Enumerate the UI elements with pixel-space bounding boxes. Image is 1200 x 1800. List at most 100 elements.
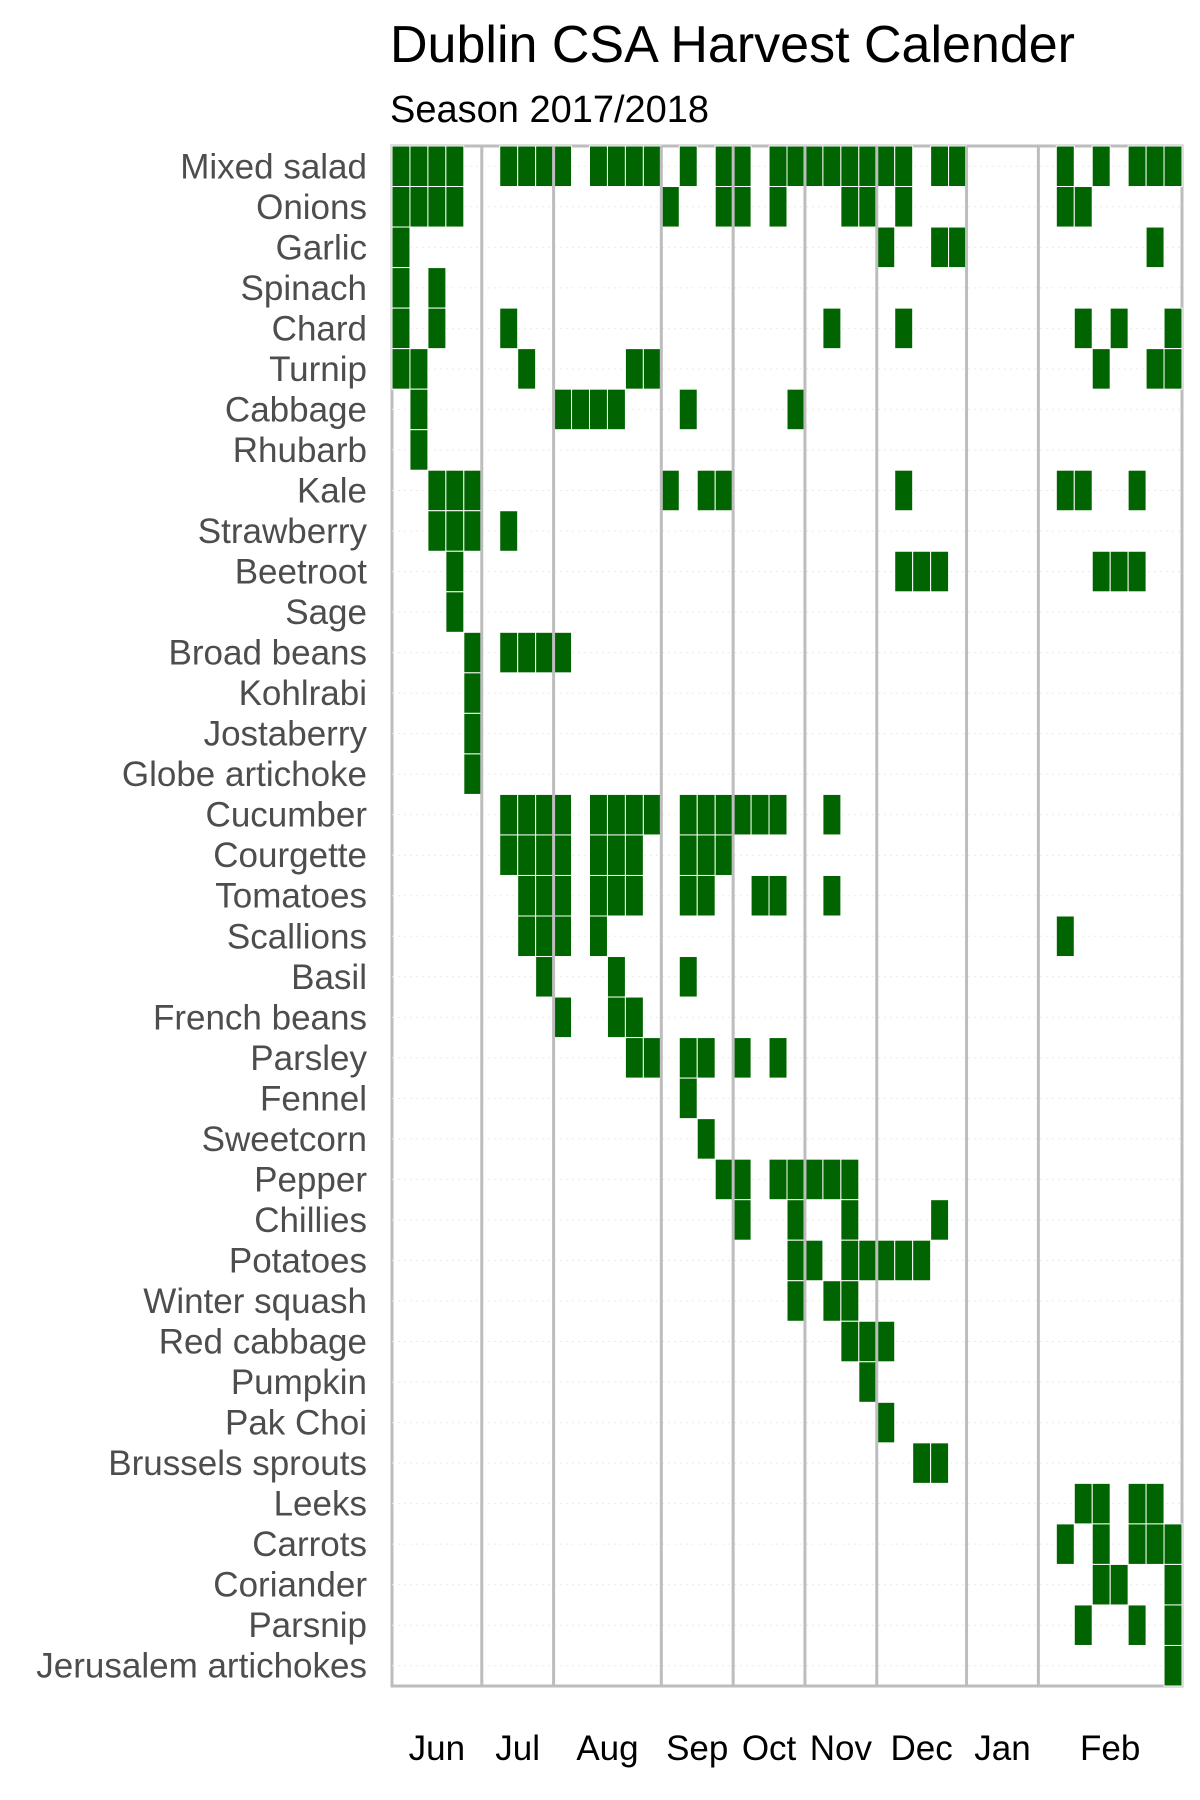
harvest-cell [714,186,734,228]
month-tick-label: Jun [409,1729,465,1768]
harvest-cell [1073,307,1093,350]
crop-row-label: Pepper [254,1160,367,1199]
harvest-cell [624,793,644,836]
harvest-cell [535,145,555,188]
harvest-cell [678,1077,698,1120]
harvest-cell [678,388,698,431]
crop-row-label: Strawberry [198,512,368,551]
harvest-cell [912,1442,932,1484]
harvest-cell [553,631,573,674]
harvest-cell [409,348,429,390]
harvest-cell [876,1320,896,1363]
harvest-cell [696,469,716,512]
harvest-cell [391,348,411,390]
harvest-cell [822,145,842,188]
harvest-cell [714,834,734,876]
crop-row-label: Carrots [252,1525,367,1564]
harvest-cell [1145,348,1165,390]
harvest-cell [840,1199,860,1241]
harvest-cell [840,186,860,228]
harvest-cell [768,145,788,188]
harvest-cell [624,996,644,1039]
crop-row-label: Turnip [269,350,367,389]
harvest-cell [1163,1523,1183,1565]
harvest-cell [391,145,411,188]
harvest-cell [912,1239,932,1282]
harvest-cell [660,469,680,512]
harvest-cell [804,1239,824,1282]
harvest-cell [732,793,752,836]
harvest-cell [499,793,519,836]
harvest-cell [696,1037,716,1079]
crop-row-label: Pumpkin [231,1363,367,1402]
month-tick-label: Dec [891,1729,953,1768]
month-tick-label: Feb [1080,1729,1140,1768]
crop-row-label: Winter squash [143,1282,367,1321]
harvest-cell [535,793,555,836]
harvest-cell [499,510,519,552]
harvest-cell [445,510,465,552]
harvest-cell [840,1158,860,1201]
harvest-cell [1091,550,1111,593]
harvest-cell [714,793,734,836]
harvest-cell [894,1239,914,1282]
crop-row-label: Coriander [213,1566,367,1605]
harvest-cell [840,1239,860,1282]
harvest-cell [624,834,644,876]
harvest-cell [427,145,447,188]
harvest-cell [606,834,626,876]
row-label-layer: Mixed saladOnionsGarlicSpinachChardTurni… [36,147,367,1685]
crop-row-label: Cabbage [225,390,367,429]
harvest-cell [876,226,896,269]
harvest-cell [445,145,465,188]
harvest-cell [553,915,573,958]
harvest-cell [499,145,519,188]
harvest-cell [624,874,644,917]
harvest-cell [894,307,914,350]
harvest-cell [894,145,914,188]
harvest-cell [696,874,716,917]
harvest-cell [930,1199,950,1241]
harvest-cell [714,1158,734,1201]
crop-row-label: Sage [285,593,367,632]
harvest-cell [589,145,608,188]
month-tick-label: Oct [742,1729,797,1768]
harvest-cell [1073,1604,1093,1646]
harvest-cell [1073,469,1093,512]
harvest-cell [427,469,447,512]
harvest-cell [499,631,519,674]
crop-row-label: Garlic [276,228,367,267]
crop-row-label: Spinach [241,269,367,308]
harvest-cell [894,550,914,593]
harvest-cell [517,874,537,917]
crop-row-label: Kohlrabi [239,674,367,713]
harvest-cell [714,145,734,188]
harvest-cell [858,1361,878,1403]
harvest-cell [642,793,662,836]
harvest-cell [606,874,626,917]
crop-row-label: Cucumber [206,796,368,835]
crop-row-label: Red cabbage [159,1323,367,1362]
harvest-cell [876,145,896,188]
harvest-cell [589,915,608,958]
harvest-cell [1145,1482,1165,1525]
harvest-cell [1163,1604,1183,1646]
harvest-cell [642,1037,662,1079]
harvest-cell [1073,1482,1093,1525]
harvest-cell [696,834,716,876]
harvest-cell [606,145,626,188]
harvest-cell [930,550,950,593]
cell-layer [391,145,1183,1687]
harvest-cell [1163,348,1183,390]
harvest-cell [696,1118,716,1160]
harvest-cell [535,834,555,876]
harvest-cell [858,186,878,228]
chart-title: Dublin CSA Harvest Calender [390,16,1075,74]
harvest-cell [553,834,573,876]
harvest-cell [624,1037,644,1079]
harvest-cell [876,1401,896,1444]
harvest-cell [822,1280,842,1322]
harvest-cell [1109,307,1129,350]
harvest-cell [1127,469,1147,512]
